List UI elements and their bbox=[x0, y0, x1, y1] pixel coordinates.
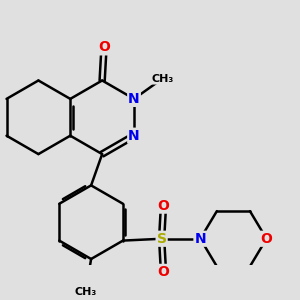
Text: O: O bbox=[261, 232, 272, 246]
Text: N: N bbox=[128, 92, 140, 106]
Text: CH₃: CH₃ bbox=[152, 74, 174, 84]
Text: N: N bbox=[128, 129, 140, 143]
Text: S: S bbox=[157, 232, 166, 246]
Text: CH₃: CH₃ bbox=[74, 287, 97, 297]
Text: N: N bbox=[194, 232, 206, 246]
Text: O: O bbox=[158, 265, 169, 279]
Text: O: O bbox=[98, 40, 110, 54]
Text: O: O bbox=[158, 199, 169, 213]
